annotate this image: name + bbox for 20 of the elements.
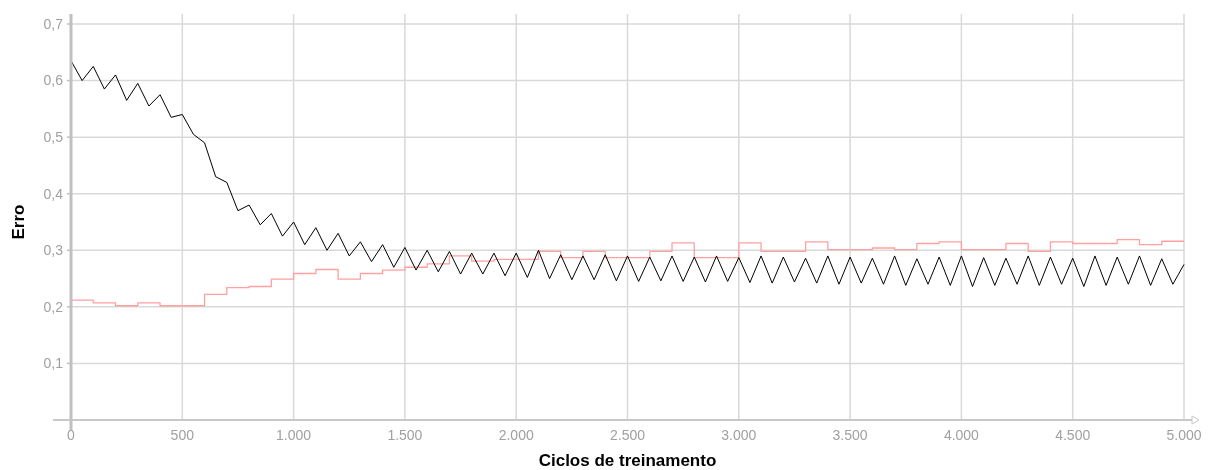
y-tick-label: 0,3 — [43, 242, 64, 259]
x-tick-label: 3.000 — [721, 427, 757, 443]
x-tick-label: 2.000 — [498, 427, 534, 443]
x-tick-label: 2.500 — [609, 427, 646, 443]
y-tick-label: 0,4 — [43, 185, 64, 202]
y-tick-label: 0,2 — [43, 298, 64, 315]
x-tick-label: 3.500 — [832, 427, 868, 443]
y-tick-label: 0,5 — [43, 129, 64, 146]
x-tick-label: 4.000 — [943, 427, 980, 443]
x-tick-label: 4.500 — [1055, 427, 1091, 443]
x-tick-label: 5.000 — [1166, 427, 1202, 443]
x-axis-title: Ciclos de treinamento — [538, 451, 717, 470]
x-tick-label: 1.000 — [276, 427, 312, 443]
y-tick-label: 0,1 — [43, 355, 64, 372]
x-tick-label: 500 — [170, 427, 195, 443]
x-tick-label: 1.500 — [387, 427, 423, 443]
y-axis-title: Erro — [9, 204, 28, 240]
y-tick-label: 0,7 — [43, 15, 64, 32]
x-tick-label: 0 — [67, 427, 76, 443]
y-tick-label: 0,6 — [43, 72, 64, 89]
